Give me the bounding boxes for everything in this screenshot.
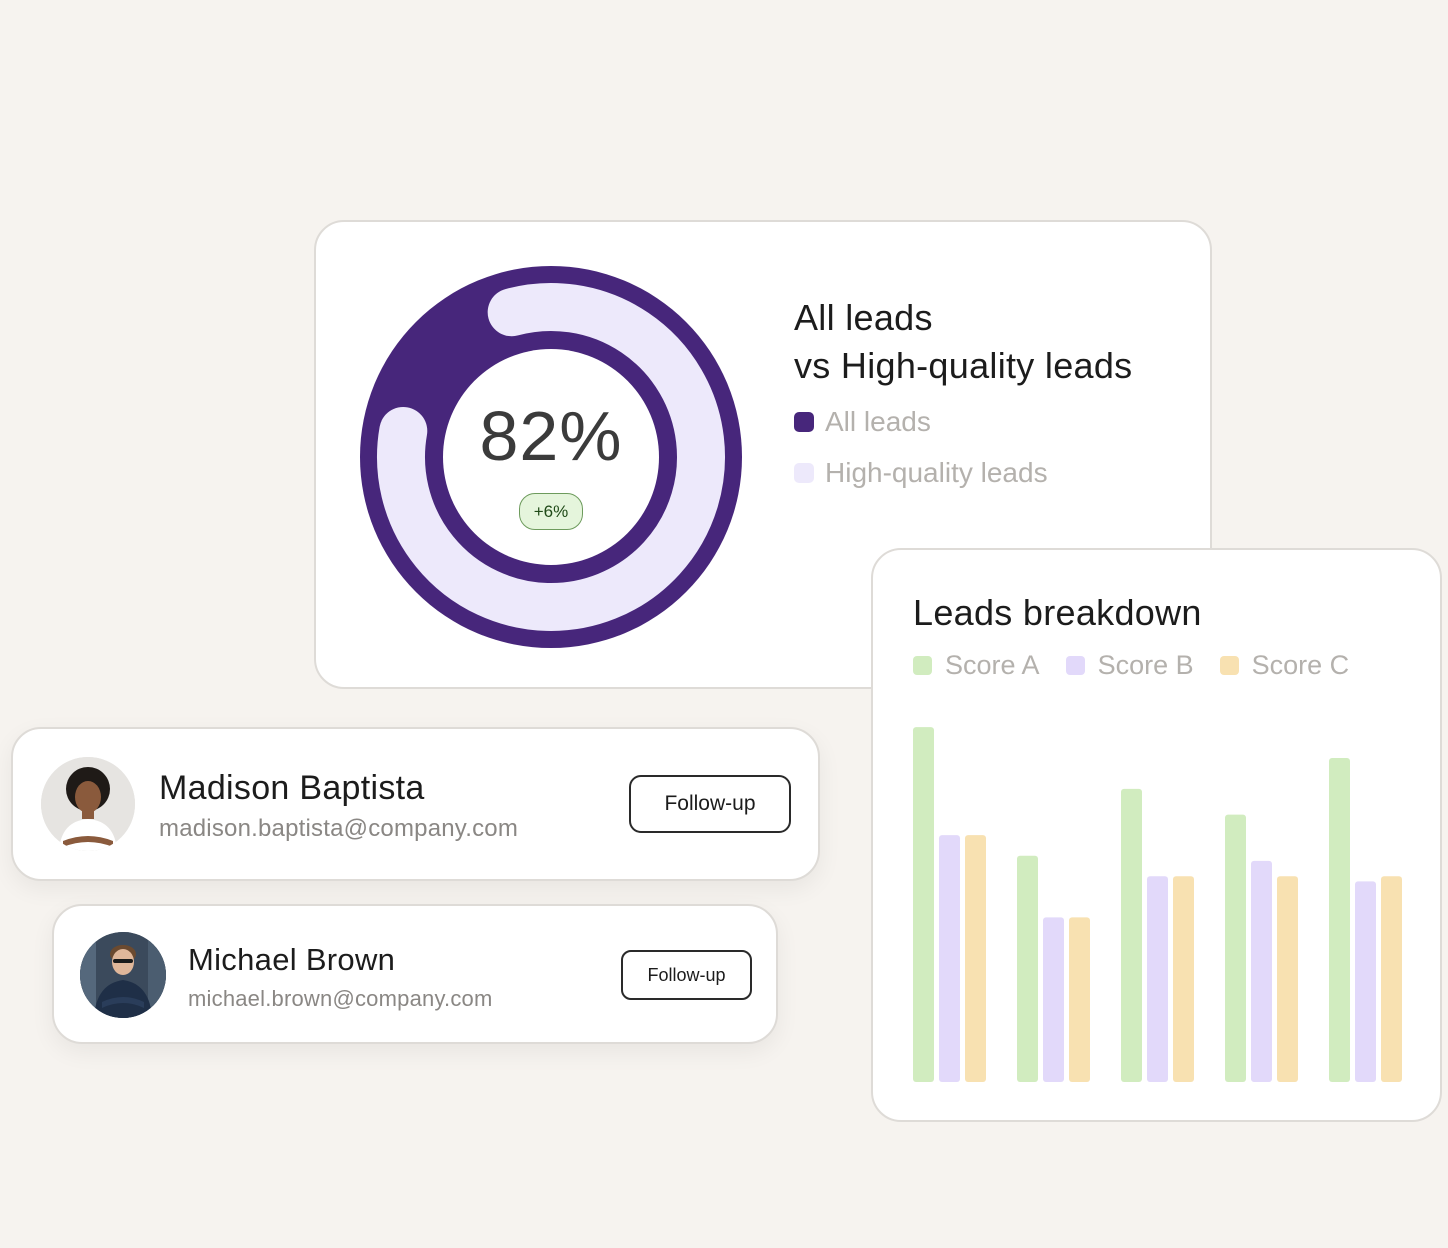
bar-score-c-5 xyxy=(1381,876,1402,1082)
donut-card-title: All leads vs High-quality leads xyxy=(794,294,1132,390)
bar-score-a-1 xyxy=(913,727,934,1082)
leads-breakdown-bar-chart xyxy=(913,727,1402,1082)
delta-badge: +6% xyxy=(518,492,584,530)
bar-score-b-4 xyxy=(1251,860,1272,1082)
legend-item-high-quality-leads: High-quality leads xyxy=(794,457,1048,489)
donut-chart xyxy=(360,266,742,648)
contact-name: Michael Brown xyxy=(188,942,396,977)
person-avatar-icon xyxy=(80,932,166,1018)
bar-score-b-1 xyxy=(939,835,960,1082)
breakdown-legend: Score A Score B Score C xyxy=(913,650,1375,681)
bar-score-a-2 xyxy=(1017,855,1038,1082)
leads-breakdown-card: Leads breakdown Score A Score B Score C xyxy=(871,548,1442,1122)
breakdown-title: Leads breakdown xyxy=(913,592,1202,633)
bar-score-c-2 xyxy=(1069,917,1090,1082)
legend-label-score-b: Score B xyxy=(1097,650,1194,680)
follow-up-button[interactable]: Follow-up xyxy=(621,950,752,1000)
legend-swatch-score-c xyxy=(1219,656,1239,675)
legend-label-score-a: Score A xyxy=(945,650,1040,680)
legend-swatch-score-a xyxy=(913,656,932,675)
contact-card: Madison Baptista madison.baptista@compan… xyxy=(11,727,820,881)
bar-score-a-3 xyxy=(1121,788,1142,1082)
person-avatar-icon xyxy=(41,757,135,851)
bar-score-b-5 xyxy=(1355,881,1376,1082)
bar-score-c-3 xyxy=(1173,876,1194,1082)
legend-label-score-c: Score C xyxy=(1251,650,1350,680)
legend-label-all-leads: All leads xyxy=(825,406,931,437)
legend-item-all-leads: All leads xyxy=(794,406,931,438)
lead-quality-card: 82% +6% All leads vs High-quality leads … xyxy=(314,220,1212,689)
legend-item-score-a: Score A xyxy=(913,650,1040,681)
contact-card: Michael Brown michael.brown@company.com … xyxy=(52,904,778,1044)
contact-name: Madison Baptista xyxy=(159,769,425,807)
bar-score-a-5 xyxy=(1329,758,1350,1082)
legend-label-high-quality-leads: High-quality leads xyxy=(825,457,1048,488)
bar-score-c-4 xyxy=(1277,876,1298,1082)
bar-score-b-3 xyxy=(1147,876,1168,1082)
contact-email: madison.baptista@company.com xyxy=(159,815,519,842)
legend-swatch-all-leads xyxy=(794,412,814,432)
legend-swatch-high-quality-leads xyxy=(794,463,814,483)
legend-item-score-c: Score C xyxy=(1219,650,1350,681)
contact-email: michael.brown@company.com xyxy=(188,986,493,1011)
avatar xyxy=(80,932,166,1018)
donut-title-line2: vs High-quality leads xyxy=(794,345,1133,386)
legend-swatch-score-b xyxy=(1065,656,1085,675)
legend-item-score-b: Score B xyxy=(1065,650,1194,681)
bar-score-c-1 xyxy=(965,835,986,1082)
donut-percentage: 82% xyxy=(479,396,623,475)
follow-up-button[interactable]: Follow-up xyxy=(629,775,791,833)
donut-center: 82% +6% xyxy=(356,262,746,652)
avatar xyxy=(41,757,135,851)
bar-score-a-4 xyxy=(1225,814,1246,1082)
donut-title-line1: All leads xyxy=(794,297,933,338)
donut-inner-hole xyxy=(443,349,659,565)
high-quality-leads-arc xyxy=(377,283,725,631)
bar-score-b-2 xyxy=(1043,917,1064,1082)
